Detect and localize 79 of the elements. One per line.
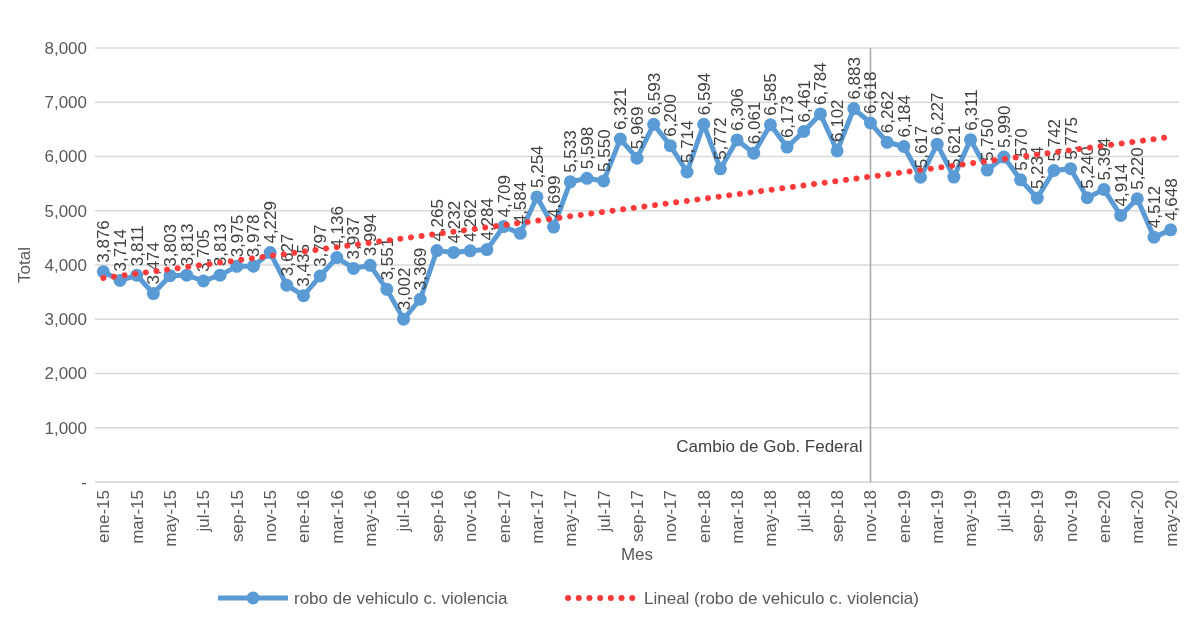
x-tick-label: mar-20 xyxy=(1128,490,1148,544)
x-tick-label: may-16 xyxy=(361,490,381,547)
data-label: 6,784 xyxy=(811,62,831,105)
data-label: 4,232 xyxy=(444,200,464,244)
x-tick-label: sep-15 xyxy=(227,490,247,542)
x-tick-label: ene-17 xyxy=(494,490,514,543)
x-tick-label: sep-17 xyxy=(627,490,647,542)
x-tick-label: ene-16 xyxy=(294,490,314,543)
x-tick-label: ene-18 xyxy=(694,490,714,543)
y-tick-label: - xyxy=(81,472,87,492)
data-label: 6,585 xyxy=(761,73,781,116)
ref-line-label: Cambio de Gob. Federal xyxy=(676,437,863,456)
legend-label: robo de vehiculo c. violencia xyxy=(294,589,509,608)
y-tick-label: 8,000 xyxy=(44,38,87,58)
x-tick-label: jul-19 xyxy=(994,490,1014,533)
x-tick-label: may-19 xyxy=(961,490,981,547)
data-label: 6,593 xyxy=(644,72,664,116)
data-label: 6,883 xyxy=(844,57,864,100)
x-tick-label: mar-16 xyxy=(327,490,347,544)
x-tick-label: ene-20 xyxy=(1094,490,1114,543)
x-tick-label: jul-15 xyxy=(194,490,214,533)
data-label: 5,570 xyxy=(1011,128,1031,171)
data-label: 4,136 xyxy=(327,206,347,249)
data-label: 5,714 xyxy=(678,120,698,164)
data-label: 6,618 xyxy=(861,71,881,114)
y-tick-label: 2,000 xyxy=(44,364,87,384)
x-tick-label: nov-18 xyxy=(861,490,881,542)
y-tick-label: 7,000 xyxy=(44,93,87,113)
data-label: 6,311 xyxy=(961,89,981,131)
data-label: 5,969 xyxy=(628,106,647,150)
x-tick-label: sep-16 xyxy=(427,490,447,542)
data-label: 5,617 xyxy=(911,125,931,169)
x-tick-label: may-18 xyxy=(761,490,781,547)
x-tick-label: ene-15 xyxy=(94,490,114,543)
x-tick-label: nov-17 xyxy=(661,490,681,542)
y-axis-title: Total xyxy=(15,247,34,283)
data-label: 6,102 xyxy=(828,99,848,142)
x-tick-label: mar-17 xyxy=(527,490,547,544)
x-tick-label: nov-15 xyxy=(261,490,281,542)
x-tick-label: nov-16 xyxy=(461,490,481,542)
data-label: 3,937 xyxy=(344,216,364,260)
x-tick-label: jul-18 xyxy=(794,490,814,533)
data-label: 3,978 xyxy=(244,214,264,258)
y-tick-label: 1,000 xyxy=(44,418,87,438)
x-axis-title: Mes xyxy=(620,545,654,564)
data-label: 4,709 xyxy=(494,174,514,218)
data-label: 4,699 xyxy=(544,175,564,219)
y-tick-label: 3,000 xyxy=(44,310,87,330)
data-label: 5,772 xyxy=(711,117,731,160)
x-tick-label: jul-17 xyxy=(594,490,614,533)
x-tick-label: jul-16 xyxy=(394,490,414,533)
x-tick-label: mar-15 xyxy=(127,490,147,544)
x-tick-label: ene-19 xyxy=(894,490,914,543)
data-label: 5,775 xyxy=(1061,117,1081,160)
data-label: 4,914 xyxy=(1111,163,1131,207)
data-label: 6,227 xyxy=(928,92,948,136)
data-label: 6,200 xyxy=(661,94,681,137)
x-tick-label: may-15 xyxy=(161,490,180,547)
x-tick-label: sep-18 xyxy=(828,490,848,542)
data-label: 6,594 xyxy=(694,72,714,116)
x-tick-label: sep-19 xyxy=(1028,490,1048,542)
y-tick-label: 6,000 xyxy=(44,147,87,167)
y-tick-label: 5,000 xyxy=(44,201,87,221)
data-label: 3,876 xyxy=(94,220,114,263)
data-label: 3,002 xyxy=(394,267,414,311)
x-tick-label: may-20 xyxy=(1161,490,1181,547)
x-tick-label: mar-19 xyxy=(928,490,948,544)
legend-label: Lineal (robo de vehiculo c. violencia) xyxy=(644,589,919,608)
data-label: 5,550 xyxy=(594,129,614,172)
x-tick-label: nov-19 xyxy=(1061,490,1081,542)
data-label: 5,394 xyxy=(1094,137,1114,181)
y-tick-label: 4,000 xyxy=(44,255,87,275)
x-tick-label: mar-18 xyxy=(728,490,748,544)
data-label: 6,321 xyxy=(611,87,631,131)
data-label: 4,648 xyxy=(1161,178,1181,221)
data-label: 3,435 xyxy=(294,244,314,287)
data-label: 3,369 xyxy=(411,247,431,291)
x-tick-label: may-17 xyxy=(561,490,581,547)
data-label: 3,474 xyxy=(144,241,164,285)
